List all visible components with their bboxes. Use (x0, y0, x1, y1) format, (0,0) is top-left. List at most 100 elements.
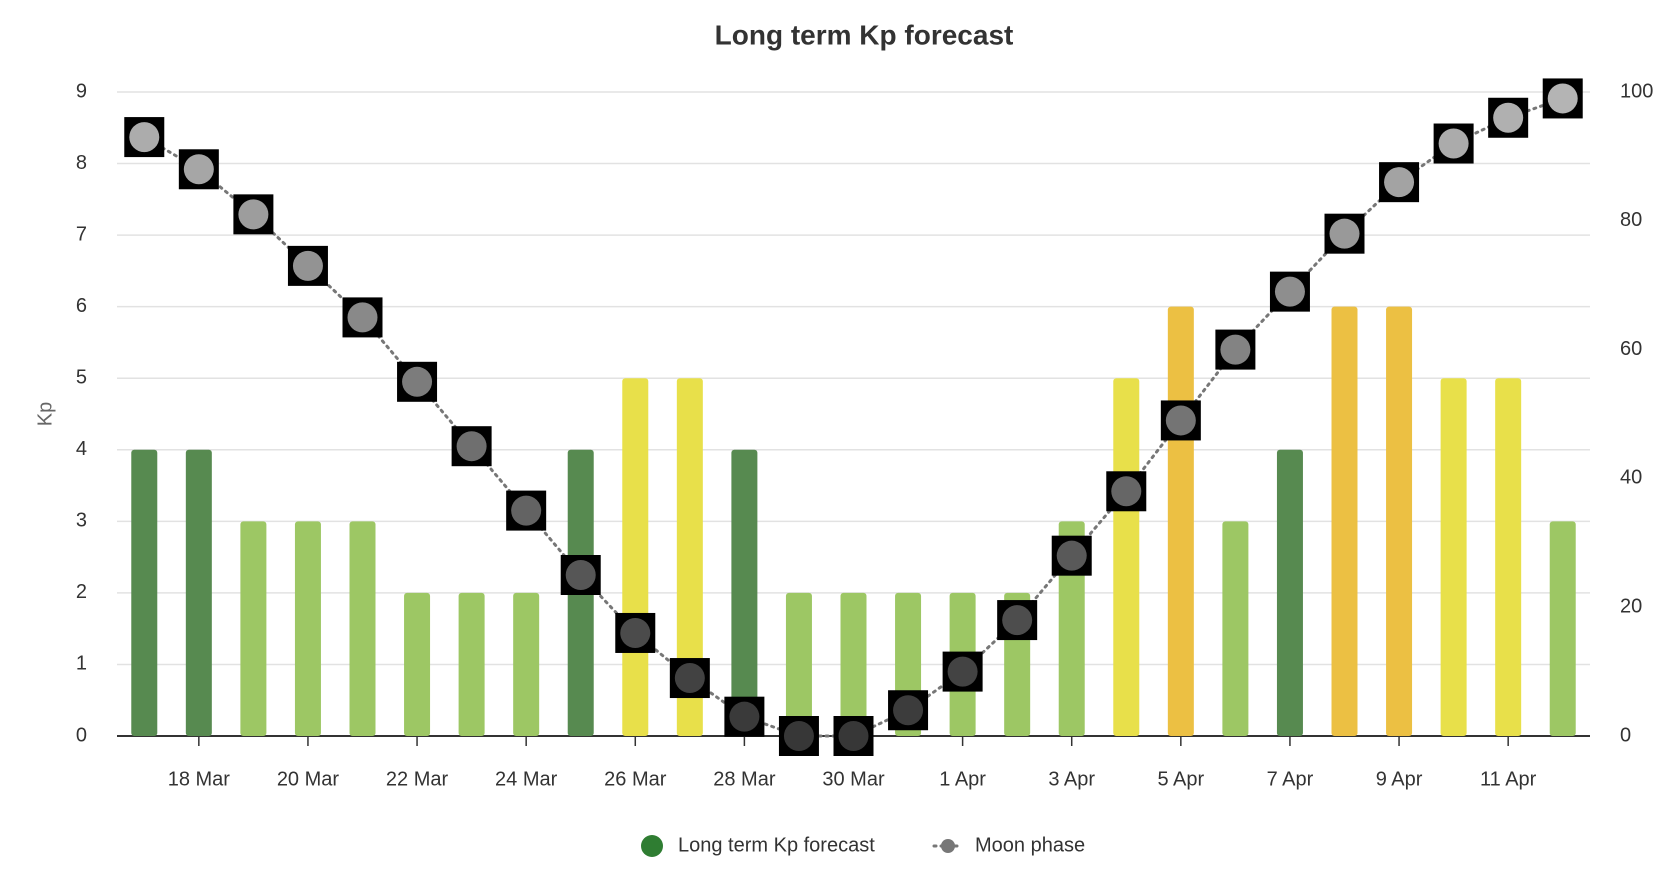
moon-marker (1433, 123, 1474, 164)
bar (785, 592, 812, 736)
moon-marker (669, 658, 710, 699)
moon-marker (997, 600, 1038, 641)
moon-box (778, 716, 819, 756)
moon-disc (1547, 83, 1578, 114)
moon-marker (342, 297, 383, 338)
x-tick-label: 22 Mar (386, 768, 449, 790)
x-tick-label: 1 Apr (939, 768, 986, 790)
y-tick-label: 5 (76, 367, 87, 389)
moon-marker (451, 426, 492, 467)
moon-marker (233, 194, 274, 235)
y-tick-label: 8 (76, 152, 87, 174)
moon-marker (560, 555, 601, 595)
y2-tick-label: 40 (1620, 467, 1642, 489)
y-tick-label: 4 (76, 438, 87, 460)
y2-tick-label: 20 (1620, 595, 1642, 617)
moon-marker (178, 149, 219, 190)
moon-disc (729, 701, 760, 732)
legend-marker (941, 839, 955, 853)
moon-box (997, 600, 1038, 641)
y-tick-label: 9 (76, 80, 87, 102)
moon-disc (238, 199, 269, 230)
moon-disc (947, 656, 978, 687)
moon-disc (1056, 540, 1087, 571)
moon-marker (778, 716, 819, 756)
moon-disc (1111, 476, 1142, 507)
bar (349, 521, 376, 736)
moon-marker (1324, 213, 1365, 254)
bar (1222, 521, 1249, 736)
x-tick-label: 26 Mar (604, 768, 667, 790)
x-tick-label: 18 Mar (168, 768, 231, 790)
moon-disc (511, 495, 542, 526)
moon-marker (1269, 271, 1310, 312)
moon-marker (1488, 97, 1529, 138)
moon-disc (1329, 218, 1360, 249)
bar (1113, 378, 1140, 736)
bar (731, 449, 758, 736)
moon-disc (292, 250, 323, 281)
moon-disc (620, 617, 651, 648)
y2-tick-label: 60 (1620, 338, 1642, 360)
moon-disc (402, 366, 433, 397)
moon-box (724, 696, 765, 737)
moon-disc (674, 663, 705, 694)
moon-marker (124, 117, 165, 158)
chart-title: Long term Kp forecast (715, 19, 1014, 50)
moon-disc (1493, 102, 1524, 133)
moon-box (615, 612, 656, 653)
y-tick-label: 3 (76, 510, 87, 532)
moon-disc (347, 302, 378, 333)
bar (458, 592, 485, 736)
moon-box (833, 716, 874, 756)
legend-marker (641, 835, 663, 857)
moon-disc (1165, 405, 1196, 436)
bar (1495, 378, 1522, 736)
moon-disc (129, 122, 160, 153)
moon-marker (1542, 78, 1583, 119)
x-tick-label: 30 Mar (822, 768, 885, 790)
y-tick-label: 2 (76, 581, 87, 603)
moon-box (669, 658, 710, 699)
bar (404, 592, 431, 736)
bar (840, 592, 867, 736)
y2-tick-label: 80 (1620, 209, 1642, 231)
moon-marker (1106, 471, 1147, 512)
moon-marker (833, 716, 874, 756)
moon-marker (1379, 162, 1420, 203)
legend-label: Long term Kp forecast (678, 834, 875, 856)
moon-disc (1438, 128, 1469, 159)
moon-marker (1051, 535, 1092, 576)
moon-marker (1160, 400, 1201, 441)
x-tick-label: 24 Mar (495, 768, 558, 790)
bar (240, 521, 267, 736)
bar (1549, 521, 1576, 736)
moon-disc (893, 695, 924, 726)
moon-marker (397, 361, 438, 402)
bar (1167, 306, 1194, 736)
moon-disc (183, 154, 214, 185)
moon-disc (1220, 334, 1251, 365)
x-tick-label: 5 Apr (1157, 768, 1204, 790)
moon-disc (456, 431, 487, 462)
bar (513, 592, 540, 736)
x-tick-label: 28 Mar (713, 768, 776, 790)
bar (1440, 378, 1467, 736)
x-tick-label: 7 Apr (1267, 768, 1314, 790)
y2-tick-label: 100 (1620, 80, 1653, 102)
x-tick-label: 20 Mar (277, 768, 340, 790)
x-tick-label: 11 Apr (1480, 768, 1537, 790)
x-tick-label: 9 Apr (1376, 768, 1423, 790)
moon-box (888, 690, 929, 731)
moon-marker (888, 690, 929, 731)
moon-disc (565, 560, 596, 590)
moon-disc (1384, 167, 1415, 198)
y-tick-label: 0 (76, 724, 87, 746)
y-tick-label: 1 (76, 653, 87, 675)
moon-disc (838, 721, 869, 751)
moon-marker (942, 651, 983, 692)
bar (294, 521, 321, 736)
moon-box (942, 651, 983, 692)
moon-box (1051, 535, 1092, 576)
